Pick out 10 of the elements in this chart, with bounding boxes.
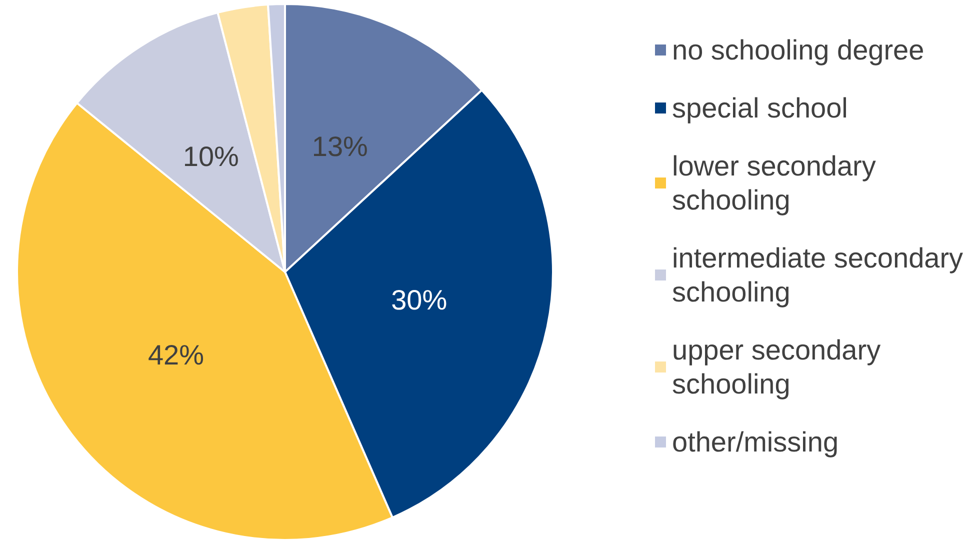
legend-label: intermediate secondary schooling (672, 242, 971, 308)
data-label: 42% (148, 339, 204, 370)
legend-label: other/missing (672, 426, 839, 458)
legend-label: special school (672, 92, 848, 124)
data-label: 13% (312, 130, 368, 162)
legend-label: upper secondary schooling (672, 334, 888, 400)
data-label: 30% (391, 284, 448, 316)
data-label: 10% (182, 141, 239, 172)
legend-label: no schooling degree (672, 34, 924, 66)
legend-label: lower secondary schooling (672, 150, 884, 216)
